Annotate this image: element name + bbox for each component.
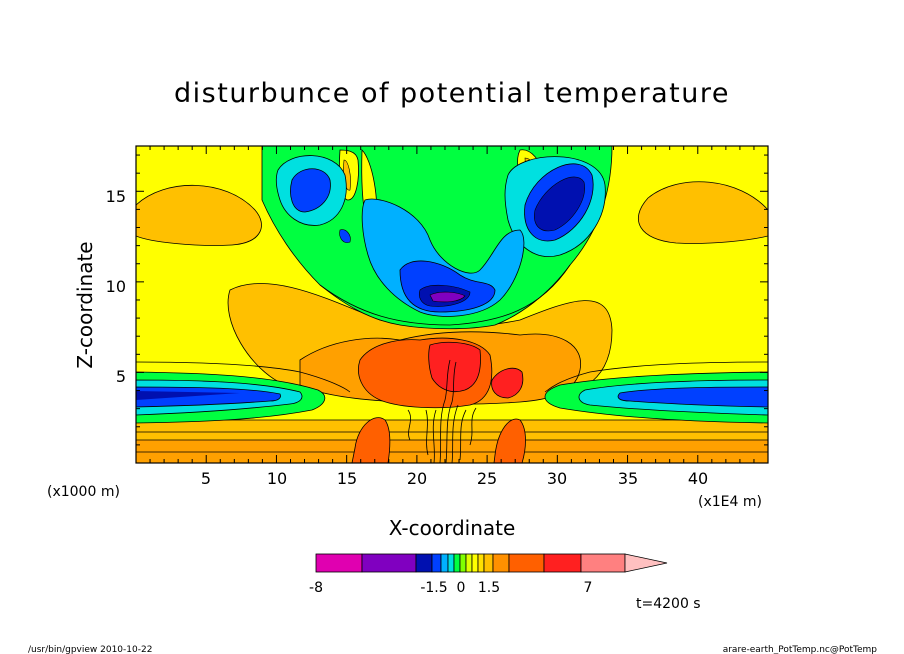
time-annotation: t=4200 s — [636, 596, 701, 612]
y-tick-label: 5 — [116, 367, 126, 386]
x-tick-label: 10 — [267, 469, 287, 488]
x-tick-label: 40 — [688, 469, 708, 488]
x-tick-label: 30 — [547, 469, 567, 488]
x-tick-labels: 5 10 15 20 25 30 35 40 — [201, 469, 708, 488]
colorbar-segment — [432, 554, 441, 572]
colorbar-segment — [466, 554, 472, 572]
colorbar-segment — [478, 554, 484, 572]
x-tick-label: 20 — [407, 469, 427, 488]
y-tick-labels: 5 10 15 — [106, 187, 126, 386]
colorbar-segment — [472, 554, 478, 572]
colorbar-segment — [544, 554, 581, 572]
colorbar-segment — [416, 554, 432, 572]
x-unit-right: (x1E4 m) — [698, 494, 762, 510]
x-tick-label: 25 — [477, 469, 497, 488]
x-tick-label: 5 — [201, 469, 211, 488]
colorbar-label: 7 — [584, 580, 593, 596]
colorbar-segment — [484, 554, 493, 572]
x-axis-label: X-coordinate — [389, 516, 516, 540]
colorbar-segment — [509, 554, 544, 572]
colorbar-label: 0 — [457, 580, 466, 596]
x-unit-left: (x1000 m) — [47, 484, 120, 500]
colorbar-segment — [316, 554, 362, 572]
colorbar-label: -8 — [309, 580, 323, 596]
colorbar — [316, 554, 667, 572]
colorbar-segment — [454, 554, 460, 572]
colorbar-segment — [460, 554, 466, 572]
chart-title: disturbunce of potential temperature — [174, 78, 730, 109]
colorbar-segment — [493, 554, 509, 572]
x-tick-label: 35 — [618, 469, 638, 488]
colorbar-extension-arrow — [625, 554, 667, 572]
colorbar-segment — [581, 554, 625, 572]
colorbar-segment — [362, 554, 416, 572]
colorbar-label: 1.5 — [478, 580, 500, 596]
colorbar-segment — [448, 554, 454, 572]
y-tick-label: 15 — [106, 187, 126, 206]
core-red — [429, 342, 481, 391]
colorbar-segment — [441, 554, 448, 572]
colorbar-label: -1.5 — [420, 580, 447, 596]
colorbar-labels: -8 -1.5 0 1.5 7 — [309, 580, 592, 596]
footer-right: arare-earth_PotTemp.nc@PotTemp — [723, 645, 878, 654]
y-tick-label: 10 — [106, 277, 126, 296]
footer-left: /usr/bin/gpview 2010-10-22 — [28, 645, 152, 654]
x-tick-label: 15 — [337, 469, 357, 488]
contour-field — [136, 146, 768, 463]
y-axis-label: Z-coordinate — [73, 241, 97, 368]
